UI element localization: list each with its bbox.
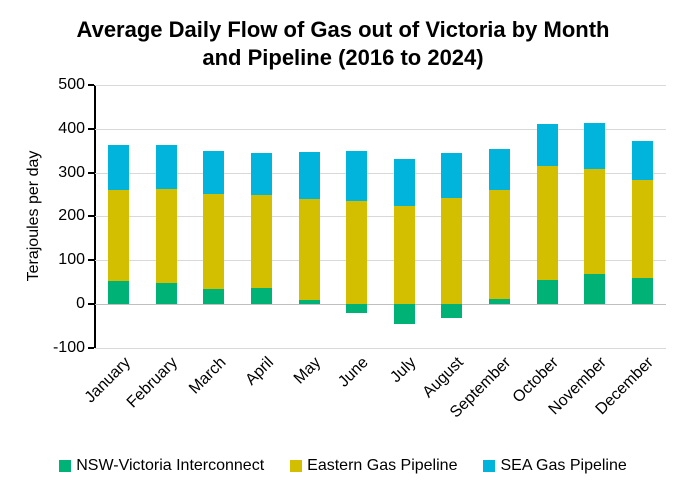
y-tick-mark <box>88 346 94 349</box>
bar-segment-december-nsw-victoria-interconnect <box>631 277 653 304</box>
chart-title: Average Daily Flow of Gas out of Victori… <box>76 17 610 70</box>
gridline-y-300 <box>95 172 666 174</box>
bar-segment-august-eastern-gas-pipeline <box>441 197 463 304</box>
bar-segment-february-nsw-victoria-interconnect <box>155 283 177 304</box>
bar-segment-march-eastern-gas-pipeline <box>203 194 225 290</box>
gridline-y-500 <box>95 85 666 86</box>
bar-segment-october-nsw-victoria-interconnect <box>536 279 558 304</box>
gridline-y-400 <box>95 128 666 130</box>
bar-segment-june-eastern-gas-pipeline <box>346 201 368 304</box>
legend-label: SEA Gas Pipeline <box>500 457 627 474</box>
bar-segment-september-sea-gas-pipeline <box>488 148 510 190</box>
legend-label: Eastern Gas Pipeline <box>307 457 458 474</box>
legend: NSW-Victoria Interconnect Eastern Gas Pip… <box>0 457 686 475</box>
y-tick-mark <box>88 302 94 305</box>
legend-swatch-icon <box>290 460 303 472</box>
bar-segment-november-sea-gas-pipeline <box>584 123 606 170</box>
legend-label: NSW-Victoria Interconnect <box>76 457 265 474</box>
bar-segment-april-nsw-victoria-interconnect <box>251 288 273 304</box>
bar-segment-july-eastern-gas-pipeline <box>393 205 415 304</box>
bar-segment-july-nsw-victoria-interconnect <box>393 303 415 325</box>
bar-segment-september-eastern-gas-pipeline <box>488 189 510 300</box>
bar-segment-january-nsw-victoria-interconnect <box>108 281 130 304</box>
x-tick-label-february: February <box>124 353 182 411</box>
x-tick-label-june: June <box>335 353 372 391</box>
x-tick-label-may: May <box>290 353 325 387</box>
y-tick-label: 400 <box>58 119 85 137</box>
bar-segment-october-eastern-gas-pipeline <box>536 165 558 280</box>
bar-segment-may-nsw-victoria-interconnect <box>298 300 320 304</box>
bar-segment-february-sea-gas-pipeline <box>155 144 177 190</box>
bar-segment-july-sea-gas-pipeline <box>393 158 415 206</box>
bar-segment-march-nsw-victoria-interconnect <box>203 289 225 304</box>
bar-segment-february-eastern-gas-pipeline <box>155 189 177 284</box>
bar-segment-april-sea-gas-pipeline <box>251 153 273 196</box>
legend-swatch-icon <box>483 460 496 472</box>
legend-swatch-icon <box>59 460 72 472</box>
bar-segment-march-sea-gas-pipeline <box>203 151 225 195</box>
bar-segment-november-nsw-victoria-interconnect <box>584 274 606 304</box>
y-tick-label: 100 <box>58 251 85 268</box>
y-tick-label: 500 <box>58 76 85 93</box>
bar-segment-january-sea-gas-pipeline <box>108 145 130 190</box>
y-tick-mark <box>88 127 94 130</box>
gridline-y-100 <box>95 260 666 261</box>
y-tick-label: -100 <box>52 338 85 356</box>
y-tick-mark <box>88 84 94 86</box>
bar-segment-august-nsw-victoria-interconnect <box>441 303 463 319</box>
plot-area <box>95 85 666 349</box>
x-tick-label-july: July <box>387 353 420 386</box>
bar-segment-august-sea-gas-pipeline <box>441 152 463 198</box>
gridline-y-0 <box>95 303 666 305</box>
bar-segment-october-sea-gas-pipeline <box>536 123 558 166</box>
y-tick-label: 0 <box>76 294 85 312</box>
y-tick-mark <box>88 215 94 218</box>
legend-item-eastern-gas-pipeline: Eastern Gas Pipeline <box>290 457 457 475</box>
y-tick-mark <box>88 259 94 261</box>
bar-segment-april-eastern-gas-pipeline <box>251 195 273 288</box>
x-tick-label-march: March <box>185 353 229 397</box>
gridline-y-200 <box>95 216 666 218</box>
y-tick-label: 300 <box>58 163 85 181</box>
bar-segment-may-eastern-gas-pipeline <box>298 198 320 301</box>
x-tick-label-april: April <box>241 353 277 389</box>
gridline-y--100 <box>95 347 666 349</box>
bar-segment-december-eastern-gas-pipeline <box>631 180 653 278</box>
bar-segment-december-sea-gas-pipeline <box>631 140 653 181</box>
bar-segment-may-sea-gas-pipeline <box>298 151 320 199</box>
bar-segment-january-eastern-gas-pipeline <box>108 190 130 281</box>
y-tick-mark <box>88 171 94 174</box>
bar-segment-june-sea-gas-pipeline <box>346 150 368 202</box>
legend-item-nsw-victoria-interconnect: NSW-Victoria Interconnect <box>59 457 264 475</box>
bar-segment-june-nsw-victoria-interconnect <box>346 303 368 313</box>
y-tick-label: 200 <box>58 207 85 225</box>
bar-segment-november-eastern-gas-pipeline <box>584 169 606 274</box>
legend-item-sea-gas-pipeline: SEA Gas Pipeline <box>483 457 627 475</box>
bar-segment-september-nsw-victoria-interconnect <box>488 299 510 304</box>
